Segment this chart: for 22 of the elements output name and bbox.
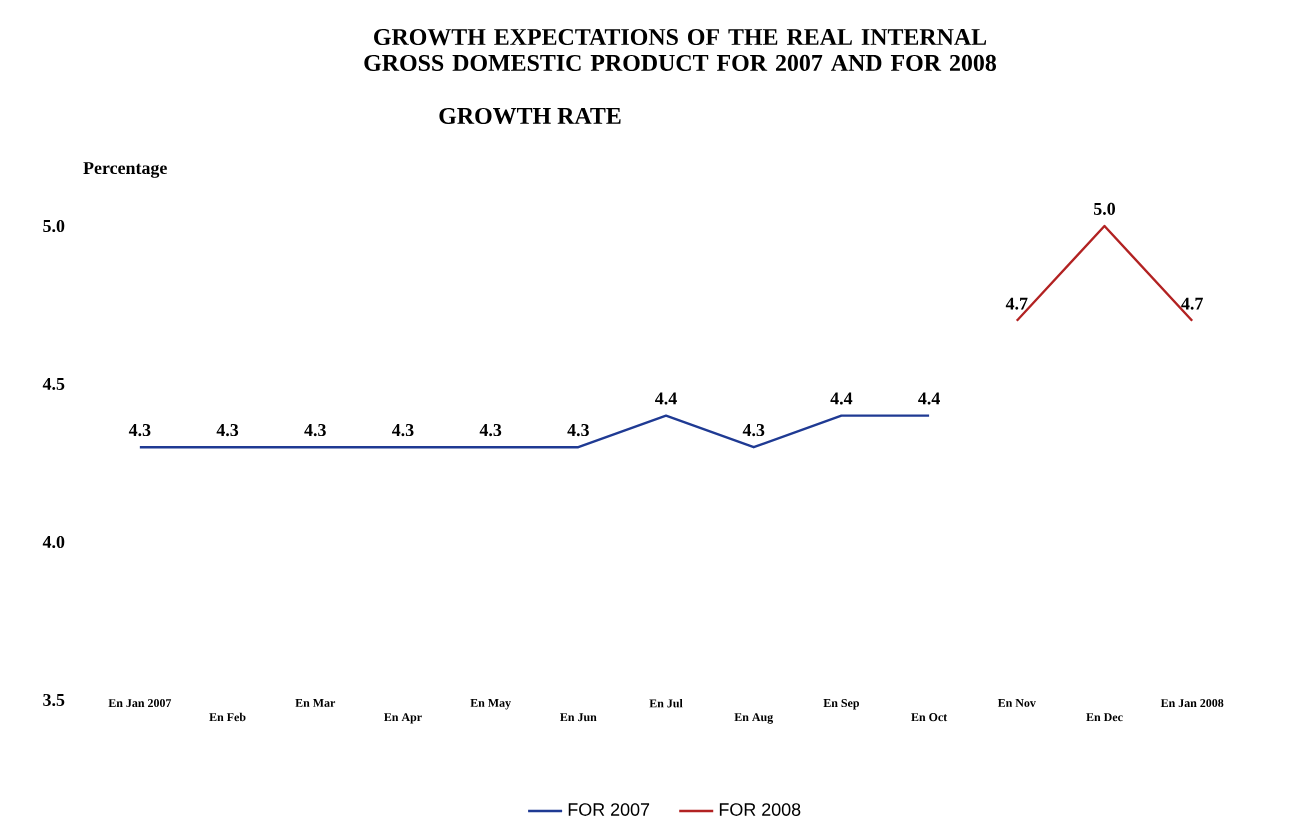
data-label: 5.0: [1093, 202, 1115, 215]
data-label: 4.3: [304, 424, 326, 437]
y-tick-label: 4.0: [42, 535, 65, 549]
data-label: 4.7: [1181, 297, 1203, 310]
data-label: 4.4: [830, 392, 853, 405]
chart-subtitle: GROWTH RATE: [439, 107, 621, 125]
y-tick-label: 5.0: [43, 219, 65, 233]
data-label: 4.3: [479, 424, 502, 437]
data-label: 4.3: [128, 424, 151, 437]
data-label: 4.3: [391, 424, 414, 437]
data-label: 4.3: [567, 424, 589, 437]
y-tick-label: 3.5: [43, 693, 65, 707]
data-label: 4.3: [216, 424, 239, 437]
data-label: 4.4: [655, 392, 677, 405]
data-label: 4.3: [742, 424, 765, 437]
data-label: 4.7: [1005, 297, 1028, 310]
chart-title: GROWTH EXPECTATIONS OF THE REAL INTERNAL GROSS DOMESTIC PRODUCT FOR 2007 AND FOR 2008: [364, 29, 997, 71]
legend-label: FOR 2007: [568, 803, 650, 816]
y-axis-title: Percentage: [83, 162, 167, 178]
y-tick-label: 4.5: [42, 377, 65, 391]
legend-label: FOR 2008: [719, 803, 801, 816]
data-label: 4.4: [918, 392, 940, 405]
